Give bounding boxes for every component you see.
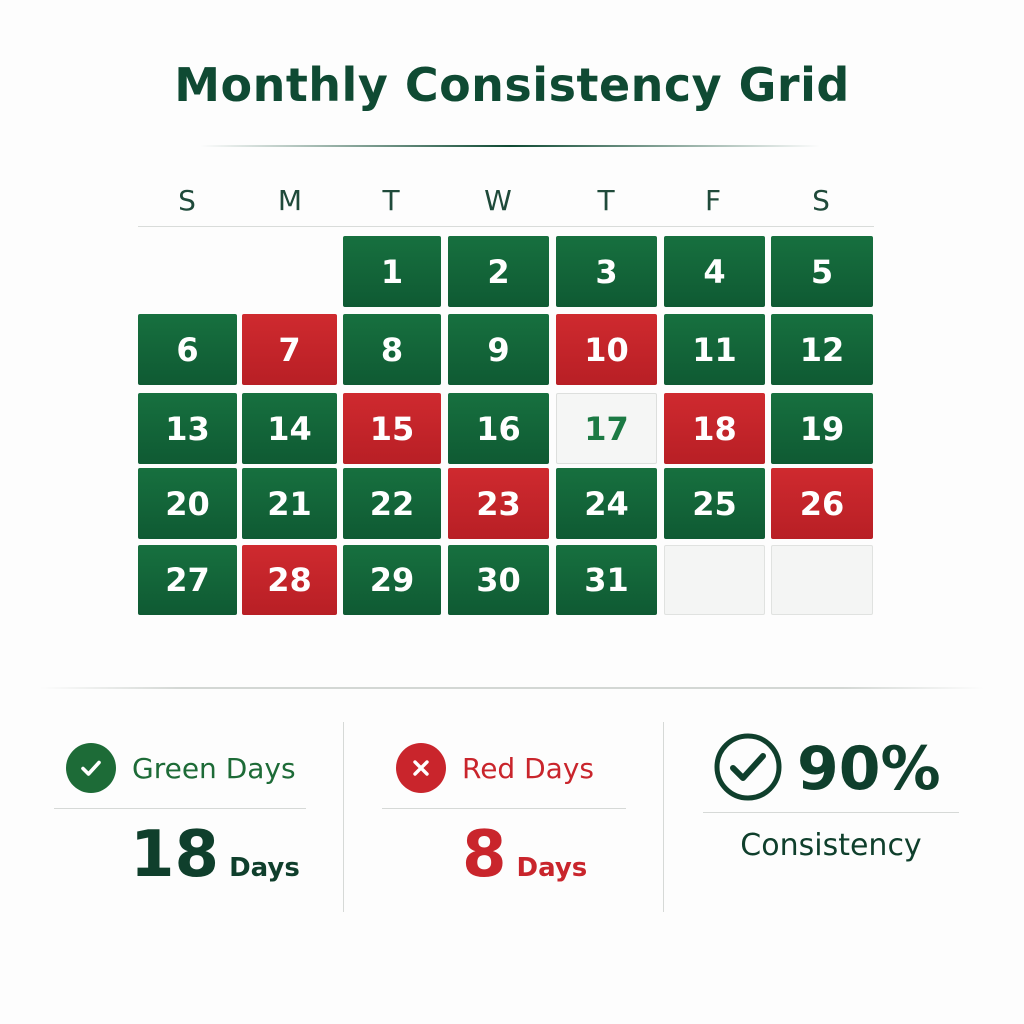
calendar-day-green[interactable]: 5 bbox=[771, 236, 873, 307]
check-icon bbox=[66, 743, 116, 793]
green-days-rule bbox=[54, 808, 306, 809]
red-days-rule bbox=[382, 808, 626, 809]
calendar-day-green[interactable]: 2 bbox=[448, 236, 549, 307]
consistency-label: Consistency bbox=[740, 828, 922, 863]
weekday-label: T bbox=[597, 184, 615, 217]
calendar-day-green[interactable]: 1 bbox=[343, 236, 441, 307]
calendar-day-red[interactable]: 18 bbox=[664, 393, 765, 464]
calendar-day-green[interactable]: 6 bbox=[138, 314, 237, 385]
calendar-day-green[interactable]: 19 bbox=[771, 393, 873, 464]
calendar-day-green[interactable]: 8 bbox=[343, 314, 441, 385]
consistency-panel: 90% Consistency bbox=[703, 732, 959, 904]
calendar-day-green[interactable]: 13 bbox=[138, 393, 237, 464]
check-circle-icon bbox=[713, 732, 783, 806]
calendar-day-red[interactable]: 28 bbox=[242, 545, 337, 615]
calendar-day-red[interactable]: 7 bbox=[242, 314, 337, 385]
consistency-rule bbox=[703, 812, 959, 813]
green-days-header: Green Days bbox=[66, 740, 296, 796]
calendar-day-green[interactable]: 25 bbox=[664, 468, 765, 539]
consistency-header: 90% bbox=[713, 732, 941, 806]
green-days-count: 18 Days bbox=[130, 818, 300, 892]
weekday-divider bbox=[138, 226, 874, 227]
page-title: Monthly Consistency Grid bbox=[174, 58, 850, 112]
green-days-number: 18 bbox=[130, 818, 220, 892]
calendar-day-green[interactable]: 29 bbox=[343, 545, 441, 615]
calendar-day-red[interactable]: 26 bbox=[771, 468, 873, 539]
calendar-day-red[interactable]: 15 bbox=[343, 393, 441, 464]
calendar-day-green[interactable]: 9 bbox=[448, 314, 549, 385]
calendar-day-green[interactable]: 30 bbox=[448, 545, 549, 615]
calendar-empty-cell bbox=[771, 545, 873, 615]
calendar-empty-cell bbox=[664, 545, 765, 615]
green-days-label: Green Days bbox=[132, 751, 296, 785]
weekday-label: M bbox=[277, 184, 303, 217]
red-days-panel: Red Days bbox=[396, 740, 636, 910]
calendar-day-green[interactable]: 16 bbox=[448, 393, 549, 464]
x-icon bbox=[396, 743, 446, 793]
calendar-day-red[interactable]: 23 bbox=[448, 468, 549, 539]
calendar-day-green[interactable]: 21 bbox=[242, 468, 337, 539]
calendar-day-green[interactable]: 3 bbox=[556, 236, 657, 307]
red-days-header: Red Days bbox=[396, 740, 594, 796]
red-days-count: 8 Days bbox=[462, 818, 587, 892]
summary-divider bbox=[40, 687, 984, 689]
weekday-label: F bbox=[704, 184, 722, 217]
calendar-day-green[interactable]: 20 bbox=[138, 468, 237, 539]
weekday-label: T bbox=[382, 184, 400, 217]
green-days-unit: Days bbox=[229, 853, 300, 883]
calendar-day-green[interactable]: 27 bbox=[138, 545, 237, 615]
red-days-label: Red Days bbox=[462, 751, 594, 785]
title-divider bbox=[200, 145, 820, 147]
weekday-label: S bbox=[812, 184, 830, 217]
red-days-number: 8 bbox=[462, 818, 507, 892]
calendar-day-neutral[interactable]: 17 bbox=[556, 393, 657, 464]
calendar-day-green[interactable]: 12 bbox=[771, 314, 873, 385]
red-days-unit: Days bbox=[516, 853, 588, 883]
calendar-day-green[interactable]: 22 bbox=[343, 468, 441, 539]
calendar-day-green[interactable]: 14 bbox=[242, 393, 337, 464]
calendar-day-green[interactable]: 31 bbox=[556, 545, 657, 615]
calendar-grid: 1 2 3 4 5 6 7 8 9 10 11 12 13 14 15 16 17 18 19 20 21 22 23 24 2… bbox=[138, 236, 873, 615]
calendar-day-red[interactable]: 10 bbox=[556, 314, 657, 385]
green-days-panel: Green Days bbox=[66, 740, 306, 910]
weekday-label: W bbox=[484, 184, 512, 217]
consistency-value: 90% bbox=[797, 734, 941, 804]
calendar-day-green[interactable]: 11 bbox=[664, 314, 765, 385]
summary-separator bbox=[343, 722, 344, 912]
calendar-day-green[interactable]: 24 bbox=[556, 468, 657, 539]
weekday-label: S bbox=[178, 184, 196, 217]
calendar-day-green[interactable]: 4 bbox=[664, 236, 765, 307]
summary-separator bbox=[663, 722, 664, 912]
